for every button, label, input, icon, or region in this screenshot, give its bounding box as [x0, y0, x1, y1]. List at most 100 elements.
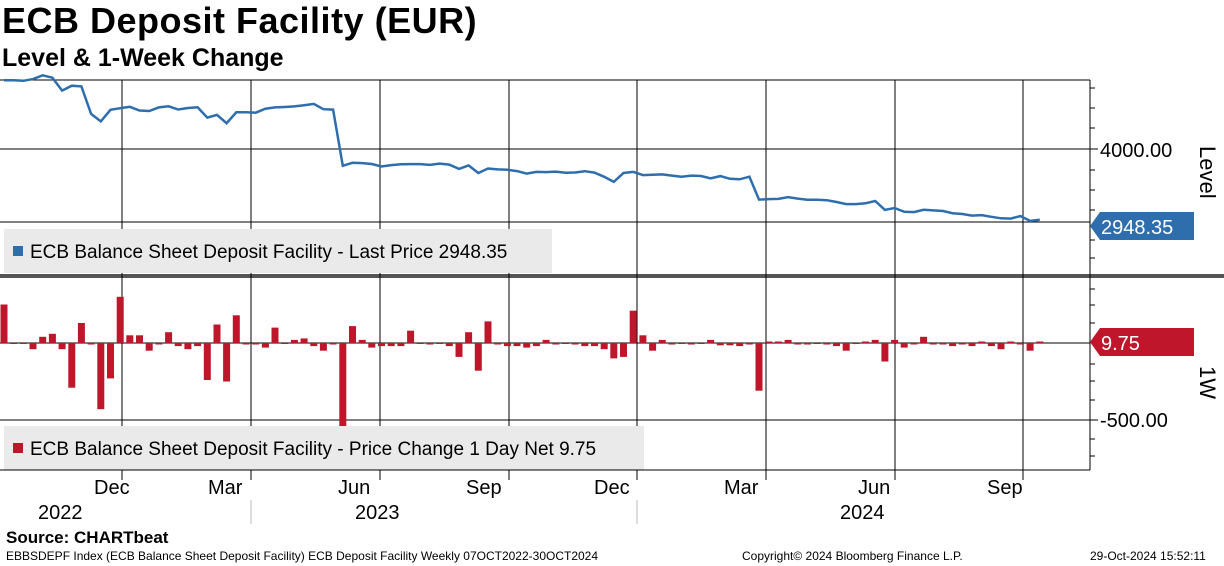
change-bar [803, 343, 811, 345]
change-bar [281, 343, 289, 344]
change-bar [958, 343, 966, 345]
vertical-gridlines [121, 80, 1024, 470]
change-bar [891, 339, 899, 343]
change-axis-label: 1W [1195, 366, 1220, 399]
change-bar [939, 343, 947, 345]
change-bar [620, 343, 627, 357]
change-bar [581, 343, 589, 347]
change-bar [552, 343, 560, 345]
x-month-label: Jun [338, 477, 370, 499]
change-bar [261, 343, 269, 348]
change-bar [0, 304, 8, 343]
change-bar [987, 343, 995, 347]
change-bar [639, 335, 647, 343]
change-bar [871, 339, 879, 343]
change-bar [136, 335, 143, 343]
level-legend-text: ECB Balance Sheet Deposit Facility - Las… [30, 242, 507, 263]
change-bar [794, 343, 802, 345]
change-bar [736, 343, 744, 347]
change-bar [87, 343, 95, 345]
level-last-value-label: 2948.35 [1101, 217, 1173, 239]
footer-copyright: Copyright© 2024 Bloomberg Finance L.P. [742, 549, 963, 563]
change-bar [881, 343, 889, 362]
change-bar [426, 343, 434, 345]
change-minor-ticks [1090, 288, 1095, 457]
change-tick-label-minus500: -500.00 [1100, 410, 1168, 432]
x-year-label: 2023 [355, 502, 400, 524]
change-bar [852, 343, 860, 344]
change-bar [668, 343, 676, 345]
change-bar [707, 339, 715, 343]
x-axis-ticks [121, 470, 1024, 480]
change-bar [571, 343, 579, 345]
change-bar [213, 324, 221, 343]
change-bar [765, 341, 773, 343]
footer-timestamp: 29-Oct-2024 15:52:11 [1090, 549, 1206, 563]
change-bar [513, 343, 521, 347]
change-bar [39, 336, 47, 343]
change-bar [949, 343, 957, 347]
x-month-label: Mar [208, 477, 243, 499]
change-bar [194, 343, 202, 347]
change-bar [339, 343, 347, 427]
change-bar [978, 341, 986, 343]
change-bar [658, 339, 666, 343]
change-bar [823, 343, 831, 345]
change-bar [726, 343, 734, 346]
change-bar [1016, 343, 1024, 345]
change-bar [591, 343, 598, 347]
change-bar [862, 341, 869, 343]
change-bar [126, 335, 134, 343]
change-legend-swatch [13, 443, 23, 453]
x-year-label: 2024 [840, 502, 885, 524]
change-bar [155, 343, 163, 345]
change-bar [397, 343, 405, 347]
change-bar [107, 343, 114, 379]
change-bar [523, 343, 531, 348]
change-bar [174, 343, 182, 347]
change-bar [68, 343, 76, 388]
change-legend-text: ECB Balance Sheet Deposit Facility - Pri… [30, 439, 596, 460]
change-bar [968, 343, 976, 347]
change-bar [649, 343, 657, 351]
change-bar [745, 343, 753, 345]
change-bar [716, 343, 724, 346]
change-bar [455, 343, 463, 357]
x-month-label: Mar [724, 477, 759, 499]
change-bar [203, 343, 211, 380]
change-bar [29, 343, 37, 350]
change-bar [813, 343, 821, 344]
level-tick-label-4000: 4000.00 [1100, 140, 1172, 162]
x-month-labels: Dec Mar Jun Sep Dec Mar Jun Sep [94, 477, 1023, 499]
change-bar [387, 343, 395, 347]
change-bar [997, 343, 1005, 350]
change-bar [465, 332, 473, 343]
change-bar [842, 343, 850, 351]
change-bar [494, 343, 502, 345]
change-bar [445, 343, 453, 347]
change-bar [48, 333, 56, 343]
change-bar [77, 323, 85, 343]
source-label: Source: CHARTbeat [6, 528, 169, 547]
change-bar [784, 339, 792, 343]
change-bar [329, 343, 337, 345]
x-year-labels: 2022 2023 2024 [38, 502, 885, 524]
level-axis-label: Level [1195, 146, 1220, 199]
change-bar [833, 343, 840, 347]
footer-description: EBBSDEPF Index (ECB Balance Sheet Deposi… [6, 549, 599, 563]
change-bar [687, 343, 695, 345]
change-bar [378, 343, 385, 347]
chart-subtitle: Level & 1-Week Change [2, 44, 284, 72]
change-bar [145, 343, 153, 351]
change-bar [300, 338, 308, 343]
change-bar [252, 343, 260, 345]
change-bar [358, 339, 366, 343]
change-bar [1026, 343, 1034, 351]
change-bar [697, 343, 705, 344]
change-bar [319, 343, 327, 351]
change-bar [116, 296, 124, 343]
change-bar [271, 327, 279, 343]
change-bar [1007, 341, 1015, 343]
change-bar [436, 343, 444, 344]
